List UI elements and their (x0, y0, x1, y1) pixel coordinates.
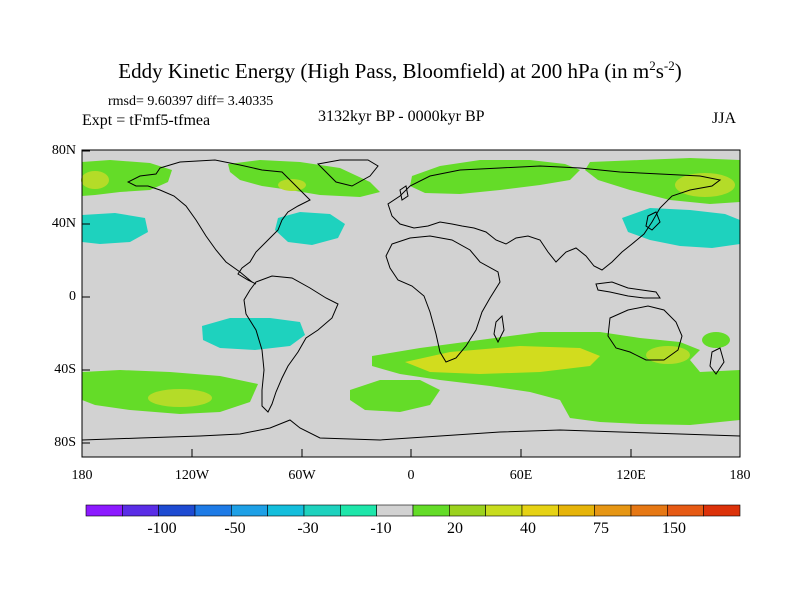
experiment-label: Expt = tFmf5-tfmea (82, 112, 211, 129)
anomaly-patch-teal-south-pacific (202, 318, 305, 350)
coast-eurasia (387, 165, 722, 271)
colorbar-swatch (412, 504, 450, 517)
coast-japan (645, 211, 661, 231)
colorbar-swatch (630, 504, 668, 517)
x-label-120e: 120E (616, 468, 646, 483)
y-label-40n: 40N (51, 216, 76, 231)
x-label-180-left: 180 (71, 468, 93, 483)
colorbar-swatch (594, 504, 632, 517)
anomaly-patch-teal-atlantic (275, 212, 345, 245)
colorbar-swatch (340, 504, 377, 517)
colorbar-label-neg50: -50 (224, 520, 246, 537)
colorbar-swatch (376, 504, 414, 517)
anomaly-patch-north-pacific-east-core (675, 173, 735, 197)
colorbar-label-75: 75 (593, 520, 609, 537)
x-label-60w: 60W (288, 468, 316, 483)
colorbar-label-40: 40 (520, 520, 536, 537)
axis-ticks (82, 150, 632, 457)
stats-label: rmsd= 9.60397 diff= 3.40335 (108, 94, 274, 109)
anomaly-patch-teal-japan (622, 208, 740, 248)
colorbar-label-neg100: -100 (147, 520, 177, 537)
x-label-0: 0 (407, 468, 415, 483)
coast-greenland (316, 159, 379, 187)
chart-title: Eddy Kinetic Energy (High Pass, Bloomfie… (118, 58, 682, 83)
colorbar-swatch (303, 504, 341, 517)
colorbar-swatch (158, 504, 196, 517)
anomaly-patches (81, 158, 740, 425)
anomaly-patch-south-pacific-west-core (148, 389, 212, 407)
colorbar-swatch (85, 504, 123, 517)
x-label-180-right: 180 (729, 468, 751, 483)
colorbar-label-20: 20 (447, 520, 463, 537)
colorbar-swatch (667, 504, 704, 517)
anomaly-patch-south-tasman (702, 332, 730, 348)
colorbar-swatch (521, 504, 559, 517)
coast-indonesia (595, 281, 661, 299)
colorbar-swatch (485, 504, 523, 517)
colorbar-swatch (194, 504, 232, 517)
x-label-120w: 120W (174, 468, 210, 483)
x-label-60e: 60E (509, 468, 533, 483)
colorbar-swatch (267, 504, 305, 517)
coast-madagascar (493, 314, 505, 344)
y-label-40s: 40S (54, 362, 76, 377)
anomaly-patch-north-america-core (278, 179, 306, 191)
anomaly-patch-teal-west-pacific (82, 213, 148, 244)
coast-british-isles (399, 185, 409, 201)
coast-australia (607, 305, 683, 361)
coast-new-zealand (709, 347, 725, 375)
colorbar (85, 504, 741, 517)
colorbar-swatch (703, 504, 741, 517)
anomaly-patch-north-america (228, 160, 380, 197)
coast-north-america (126, 159, 311, 285)
anomaly-patch-south-atlantic (350, 380, 440, 412)
season-label: JJA (712, 110, 737, 127)
colorbar-label-neg30: -30 (297, 520, 319, 537)
coast-south-america (243, 275, 339, 413)
y-label-80s: 80S (54, 435, 76, 450)
anomaly-patch-south-pacific-east-core (646, 346, 690, 364)
coast-africa (385, 235, 501, 363)
colorbar-label-150: 150 (662, 520, 686, 537)
y-label-0: 0 (69, 289, 76, 304)
colorbar-label-neg10: -10 (370, 520, 392, 537)
anomaly-patch-north-pacific-west-core (81, 171, 109, 189)
period-label: 3132kyr BP - 0000kyr BP (318, 108, 485, 125)
coastlines (81, 159, 741, 441)
colorbar-swatch (122, 504, 159, 517)
y-label-80n: 80N (51, 143, 76, 158)
colorbar-swatch (231, 504, 268, 517)
anomaly-patch-eurasia (410, 160, 580, 194)
colorbar-swatch (449, 504, 486, 517)
anomaly-patch-south-indian-yellow (405, 346, 600, 374)
coast-antarctica (81, 419, 741, 441)
colorbar-swatch (558, 504, 595, 517)
